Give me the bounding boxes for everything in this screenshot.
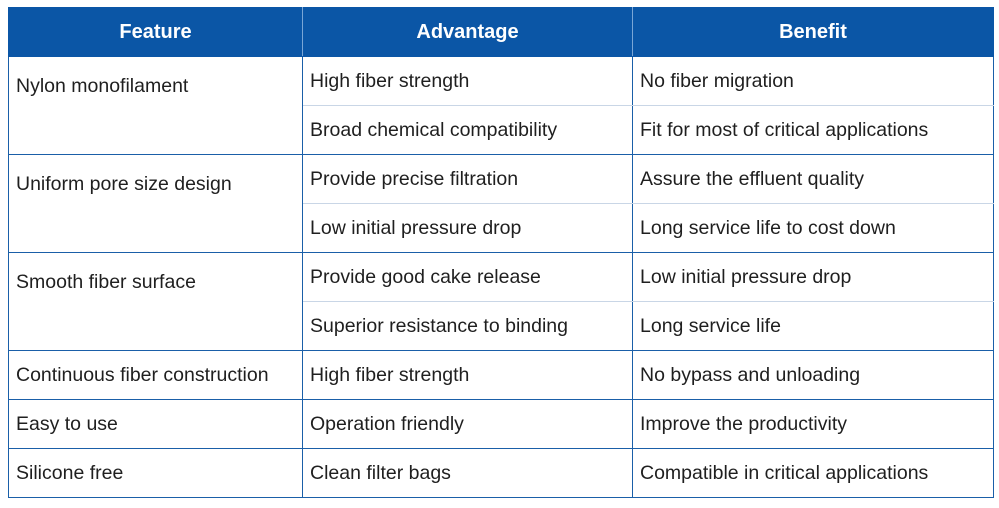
header-feature: Feature xyxy=(8,7,303,57)
advantage-cell: High fiber strength xyxy=(302,56,633,106)
table-row: Easy to use Operation friendly Improve t… xyxy=(8,399,994,449)
advantage-cell: Operation friendly xyxy=(302,399,633,449)
advantage-cell: Provide good cake release xyxy=(302,252,633,302)
table-row: Superior resistance to binding Long serv… xyxy=(9,301,994,351)
feature-advantage-benefit-table: Feature Advantage Benefit Nylon monofila… xyxy=(8,7,994,498)
feature-cell: Silicone free xyxy=(8,448,303,498)
header-benefit: Benefit xyxy=(632,7,994,57)
advantage-cell: Broad chemical compatibility xyxy=(302,105,633,155)
benefit-cell: No fiber migration xyxy=(632,56,994,106)
benefit-cell: Fit for most of critical applications xyxy=(632,105,994,155)
benefit-cell: Compatible in critical applications xyxy=(632,448,994,498)
table-row: Continuous fiber construction High fiber… xyxy=(8,350,994,400)
benefit-cell: Improve the productivity xyxy=(632,399,994,449)
benefit-cell: Low initial pressure drop xyxy=(632,252,994,302)
header-row: Feature Advantage Benefit xyxy=(8,7,994,57)
table-row: Low initial pressure drop Long service l… xyxy=(9,203,994,253)
advantage-cell: Low initial pressure drop xyxy=(302,203,633,253)
benefit-cell: Long service life to cost down xyxy=(632,203,994,253)
advantage-cell: Superior resistance to binding xyxy=(302,301,633,351)
benefit-cell: Assure the effluent quality xyxy=(632,154,994,204)
table-row: Uniform pore size design Provide precise… xyxy=(8,154,994,253)
advantage-cell: High fiber strength xyxy=(302,350,633,400)
table-row: Nylon monofilament High fiber strength N… xyxy=(8,56,994,155)
header-advantage: Advantage xyxy=(302,7,633,57)
feature-cell: Uniform pore size design xyxy=(8,154,303,253)
table-row: Silicone free Clean filter bags Compatib… xyxy=(8,448,994,498)
benefit-cell: Long service life xyxy=(632,301,994,351)
feature-cell: Nylon monofilament xyxy=(8,56,303,155)
advantage-cell: Clean filter bags xyxy=(302,448,633,498)
table-row: Broad chemical compatibility Fit for mos… xyxy=(9,105,994,155)
feature-cell: Continuous fiber construction xyxy=(8,350,303,400)
benefit-cell: No bypass and unloading xyxy=(632,350,994,400)
advantage-cell: Provide precise filtration xyxy=(302,154,633,204)
feature-cell: Easy to use xyxy=(8,399,303,449)
feature-cell: Smooth fiber surface xyxy=(8,252,303,351)
table-row: Smooth fiber surface Provide good cake r… xyxy=(8,252,994,351)
